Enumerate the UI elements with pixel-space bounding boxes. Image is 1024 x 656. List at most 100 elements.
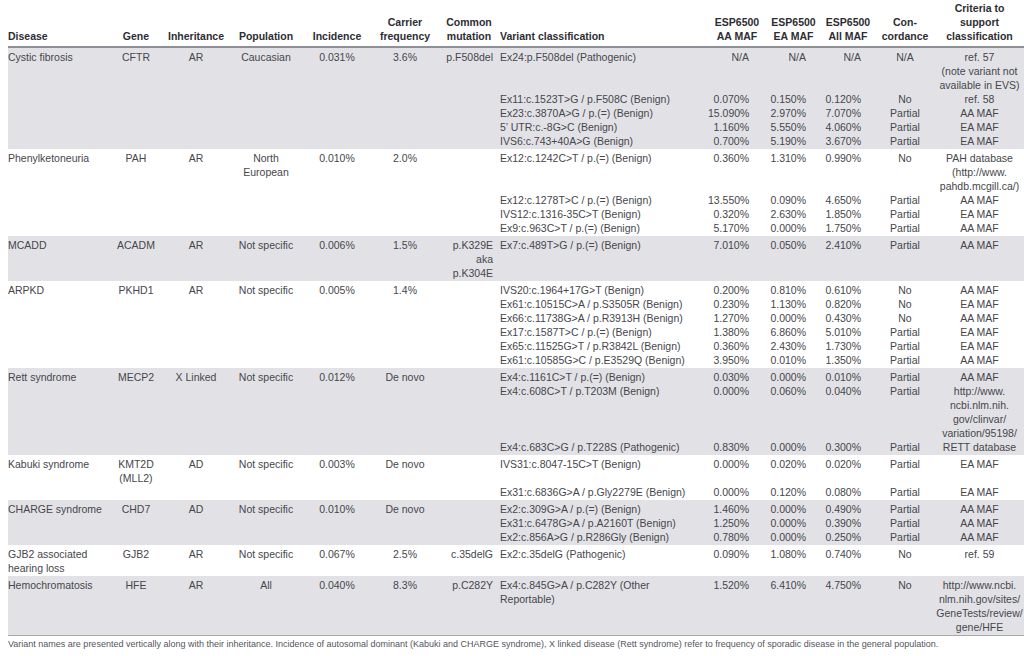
- disease-block: ARPKDPKHD1ARNot specific0.005%1.4%IVS20:…: [8, 281, 1024, 368]
- incidence-cell: [304, 221, 370, 235]
- disease-cell: Rett syndrome: [8, 370, 108, 384]
- gene-cell: [108, 120, 164, 134]
- disease-cell: [8, 134, 108, 148]
- disease-block: HemochromatosisHFEARAll0.040%8.3%p.C282Y…: [8, 576, 1024, 635]
- criteria-cell: ref. 57 (note variant not available in E…: [935, 50, 1024, 92]
- aa-cell: N/A: [708, 50, 766, 92]
- population-cell: [228, 516, 304, 530]
- ea-cell: 0.050%: [766, 238, 821, 280]
- gene-cell: [108, 384, 164, 440]
- concordance-cell: Partial: [875, 207, 935, 221]
- gene-cell: [108, 325, 164, 339]
- concordance-cell: Partial: [875, 457, 935, 485]
- population-cell: [228, 297, 304, 311]
- aa-cell: 0.070%: [708, 92, 766, 106]
- ea-cell: N/A: [766, 50, 821, 92]
- ea-cell: 0.120%: [766, 485, 821, 499]
- table-row: Ex17:c.1587T>C / p.(=) (Benign)1.380%6.8…: [8, 325, 1024, 339]
- disease-cell: Cystic fibrosis: [8, 50, 108, 92]
- carrier-column-header: Carrier frequency: [370, 15, 440, 43]
- ea-cell: 0.150%: [766, 92, 821, 106]
- table-body: Cystic fibrosisCFTRARCaucasian0.031%3.6%…: [8, 48, 1024, 636]
- ea-cell: 6.860%: [766, 325, 821, 339]
- concordance-cell: No: [875, 547, 935, 575]
- gene-cell: [108, 440, 164, 454]
- inheritance-cell: AR: [164, 283, 228, 297]
- aa-cell: 0.000%: [708, 457, 766, 485]
- gene-cell: GJB2: [108, 547, 164, 575]
- disease-cell: [8, 339, 108, 353]
- inheritance-cell: [164, 207, 228, 221]
- ea-cell: 6.410%: [766, 578, 821, 634]
- carrier-cell: 3.6%: [370, 50, 440, 92]
- mutation-cell: [440, 297, 498, 311]
- ea-cell: 0.060%: [766, 384, 821, 440]
- concordance-cell: Partial: [875, 530, 935, 544]
- carrier-cell: [370, 339, 440, 353]
- aa-cell: 0.700%: [708, 134, 766, 148]
- disease-cell: [8, 325, 108, 339]
- mutation-cell: [440, 221, 498, 235]
- concordance-cell: Partial: [875, 106, 935, 120]
- incidence-cell: 0.003%: [304, 457, 370, 485]
- variant-cell: Ex12:c.1242C>T / p.(=) (Benign): [498, 151, 708, 193]
- variant-classification-table: DiseaseGeneInheritancePopulationIncidenc…: [8, 0, 1024, 650]
- disease-cell: [8, 311, 108, 325]
- gene-cell: [108, 353, 164, 367]
- disease-cell: Kabuki syndrome: [8, 457, 108, 485]
- inheritance-cell: [164, 193, 228, 207]
- incidence-cell: 0.012%: [304, 370, 370, 384]
- all-cell: 2.410%: [821, 238, 875, 280]
- variant-cell: Ex4:c.608C>T / p.T203M (Benign): [498, 384, 708, 440]
- aa-cell: 1.160%: [708, 120, 766, 134]
- criteria-cell: RETT database: [935, 440, 1024, 454]
- aa-cell: 0.360%: [708, 339, 766, 353]
- disease-cell: [8, 384, 108, 440]
- carrier-cell: De novo: [370, 370, 440, 384]
- inheritance-cell: AR: [164, 151, 228, 193]
- population-cell: [228, 325, 304, 339]
- inheritance-column-header: Inheritance: [164, 29, 228, 43]
- mutation-cell: [440, 120, 498, 134]
- gene-cell: [108, 207, 164, 221]
- gene-cell: KMT2D (MLL2): [108, 457, 164, 485]
- concordance-cell: Partial: [875, 221, 935, 235]
- incidence-cell: [304, 297, 370, 311]
- carrier-cell: [370, 134, 440, 148]
- aa-cell: 0.320%: [708, 207, 766, 221]
- criteria-cell: EA MAF: [935, 457, 1024, 485]
- aa-cell: 1.380%: [708, 325, 766, 339]
- population-cell: [228, 311, 304, 325]
- ea-column-header: ESP6500 EA MAF: [766, 15, 821, 43]
- paper-table-page: DiseaseGeneInheritancePopulationIncidenc…: [0, 0, 1024, 656]
- criteria-cell: AA MAF: [935, 106, 1024, 120]
- criteria-cell: http://www. ncbi.nlm.nih. gov/clinvar/ v…: [935, 384, 1024, 440]
- disease-cell: [8, 297, 108, 311]
- mutation-cell: [440, 502, 498, 516]
- variant-cell: Ex2:c.309G>A / p.(=) (Benign): [498, 502, 708, 516]
- mutation-cell: [440, 325, 498, 339]
- disease-block: MCADDACADMARNot specific0.006%1.5%p.K329…: [8, 236, 1024, 281]
- aa-cell: 0.030%: [708, 370, 766, 384]
- all-cell: 4.060%: [821, 120, 875, 134]
- mutation-cell: [440, 516, 498, 530]
- all-cell: 0.040%: [821, 384, 875, 440]
- all-cell: 1.350%: [821, 353, 875, 367]
- all-cell: 0.610%: [821, 283, 875, 297]
- incidence-cell: 0.010%: [304, 151, 370, 193]
- concordance-cell: No: [875, 283, 935, 297]
- all-cell: 3.670%: [821, 134, 875, 148]
- incidence-cell: [304, 120, 370, 134]
- mutation-cell: p.K329E aka p.K304E: [440, 238, 498, 280]
- inheritance-cell: [164, 297, 228, 311]
- population-cell: [228, 106, 304, 120]
- disease-cell: [8, 193, 108, 207]
- variant-cell: IVS31:c.8047-15C>T (Benign): [498, 457, 708, 485]
- variant-cell: Ex7:c.489T>G / p.(=) (Benign): [498, 238, 708, 280]
- inheritance-cell: X Linked: [164, 370, 228, 384]
- gene-cell: [108, 530, 164, 544]
- population-column-header: Population: [228, 29, 304, 43]
- inheritance-cell: AR: [164, 547, 228, 575]
- disease-block: PhenylketoneuriaPAHARNorth European0.010…: [8, 149, 1024, 236]
- mutation-cell: [440, 440, 498, 454]
